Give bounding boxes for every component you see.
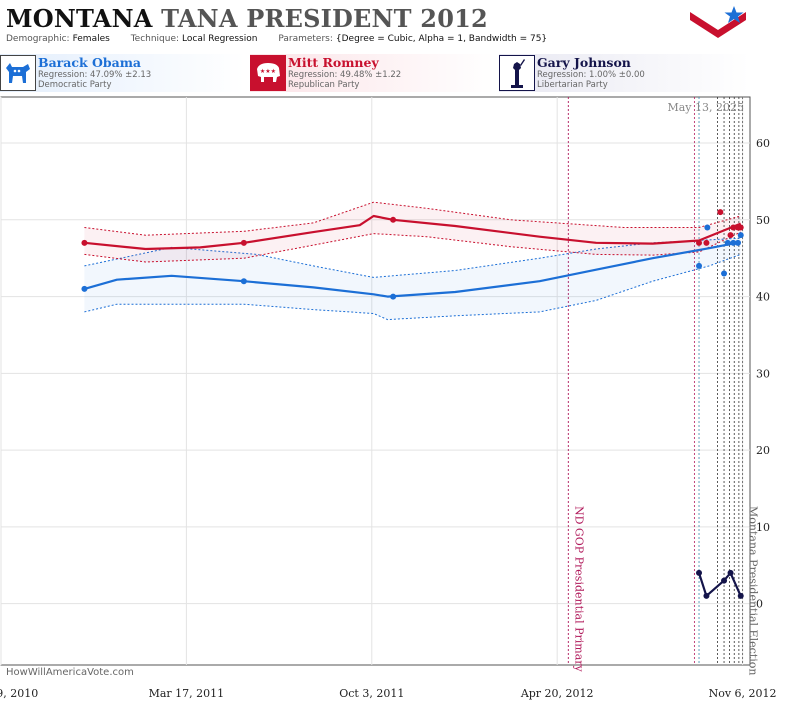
candidate-name: Mitt Romney bbox=[288, 55, 379, 70]
event-label: Montana Presidential Election bbox=[747, 506, 760, 675]
poll-point bbox=[390, 293, 397, 300]
y-tick-label: 20 bbox=[756, 444, 770, 457]
upper-bound-line bbox=[84, 201, 741, 236]
plot-area bbox=[0, 96, 751, 666]
poll-point bbox=[81, 285, 88, 292]
trend-line bbox=[84, 214, 742, 251]
x-tick-label: Mar 17, 2011 bbox=[149, 687, 225, 700]
event-label: ND GOP Presidential Primary bbox=[572, 506, 585, 673]
poll-point bbox=[737, 224, 744, 231]
watermark: HowWillAmericaVote.com bbox=[6, 667, 134, 678]
x-tick-label: Aug 29, 2010 bbox=[0, 687, 38, 700]
candidate-romney: ★★★ Mitt Romney Regression: 49.48% ±1.22… bbox=[250, 54, 495, 92]
y-tick-label: 50 bbox=[756, 214, 770, 227]
parameters-value: {Degree = Cubic, Alpha = 1, Bandwidth = … bbox=[335, 34, 548, 44]
poll-point bbox=[721, 270, 728, 277]
x-tick-label: Apr 20, 2012 bbox=[520, 687, 594, 700]
chart-title: MONTANA TANA PRESIDENT 2012 bbox=[6, 4, 488, 33]
confidence-band bbox=[84, 202, 741, 262]
y-tick-label: 10 bbox=[756, 521, 770, 534]
poll-point bbox=[390, 216, 397, 223]
demographic-label: Demographic: bbox=[6, 34, 70, 44]
trend-line bbox=[84, 241, 741, 298]
poll-point bbox=[734, 239, 741, 246]
donkey-icon bbox=[0, 55, 36, 91]
poll-point bbox=[737, 232, 744, 239]
y-tick-label: 30 bbox=[756, 367, 770, 380]
poll-point bbox=[703, 239, 710, 246]
elephant-icon: ★★★ bbox=[250, 55, 286, 91]
title-state: MONTANA bbox=[6, 4, 153, 33]
technique-value: Local Regression bbox=[182, 34, 258, 44]
candidate-name: Barack Obama bbox=[38, 55, 142, 70]
poll-point bbox=[696, 239, 703, 246]
candidate-party: Democratic Party bbox=[38, 80, 112, 90]
poll-point bbox=[727, 569, 734, 576]
candidate-regression: Regression: 47.09% ±2.13 bbox=[38, 70, 152, 80]
candidate-name: Gary Johnson bbox=[537, 55, 631, 70]
svg-text:★★★: ★★★ bbox=[260, 68, 276, 75]
confidence-band bbox=[84, 238, 741, 320]
candidate-party: Libertarian Party bbox=[537, 80, 608, 90]
parameters-line: Demographic: Females Technique: Local Regr… bbox=[6, 34, 565, 44]
poll-point bbox=[696, 569, 703, 576]
demographic-value: Females bbox=[72, 34, 110, 44]
poll-point bbox=[721, 577, 728, 584]
x-tick-label: Nov 6, 2012 bbox=[709, 687, 777, 700]
candidate-regression: Regression: 1.00% ±0.00 bbox=[537, 70, 645, 80]
lower-bound-line bbox=[84, 231, 741, 263]
candidate-bar: Barack Obama Regression: 47.09% ±2.13 De… bbox=[0, 54, 750, 94]
y-tick-label: 40 bbox=[756, 291, 770, 304]
poll-point bbox=[81, 239, 88, 246]
technique-label: Technique: bbox=[130, 34, 180, 44]
candidate-party: Republican Party bbox=[288, 80, 360, 90]
candidate-obama: Barack Obama Regression: 47.09% ±2.13 De… bbox=[0, 54, 245, 92]
poll-point bbox=[696, 262, 703, 269]
lower-bound-line bbox=[84, 253, 741, 321]
poll-point bbox=[727, 232, 734, 239]
poll-point bbox=[737, 592, 744, 599]
poll-point bbox=[704, 224, 711, 231]
poll-point bbox=[730, 239, 737, 246]
liberty-icon bbox=[499, 55, 535, 91]
poll-point bbox=[730, 224, 737, 231]
y-tick-label: 60 bbox=[756, 137, 770, 150]
poll-point bbox=[724, 239, 731, 246]
parameters-label: Parameters: bbox=[278, 34, 333, 44]
title-rest: TANA PRESIDENT 2012 bbox=[161, 4, 488, 33]
y-tick-label: 0 bbox=[756, 598, 763, 611]
candidate-regression: Regression: 49.48% ±1.22 bbox=[288, 70, 402, 80]
poll-point bbox=[240, 278, 247, 285]
poll-point bbox=[703, 592, 710, 599]
candidate-johnson: Gary Johnson Regression: 1.00% ±0.00 Lib… bbox=[499, 54, 750, 92]
poll-point bbox=[717, 209, 724, 216]
poll-point bbox=[240, 239, 247, 246]
date-stamp: May 13, 2025 bbox=[667, 101, 744, 114]
site-logo-icon bbox=[690, 6, 746, 38]
x-tick-label: Oct 3, 2011 bbox=[339, 687, 404, 700]
